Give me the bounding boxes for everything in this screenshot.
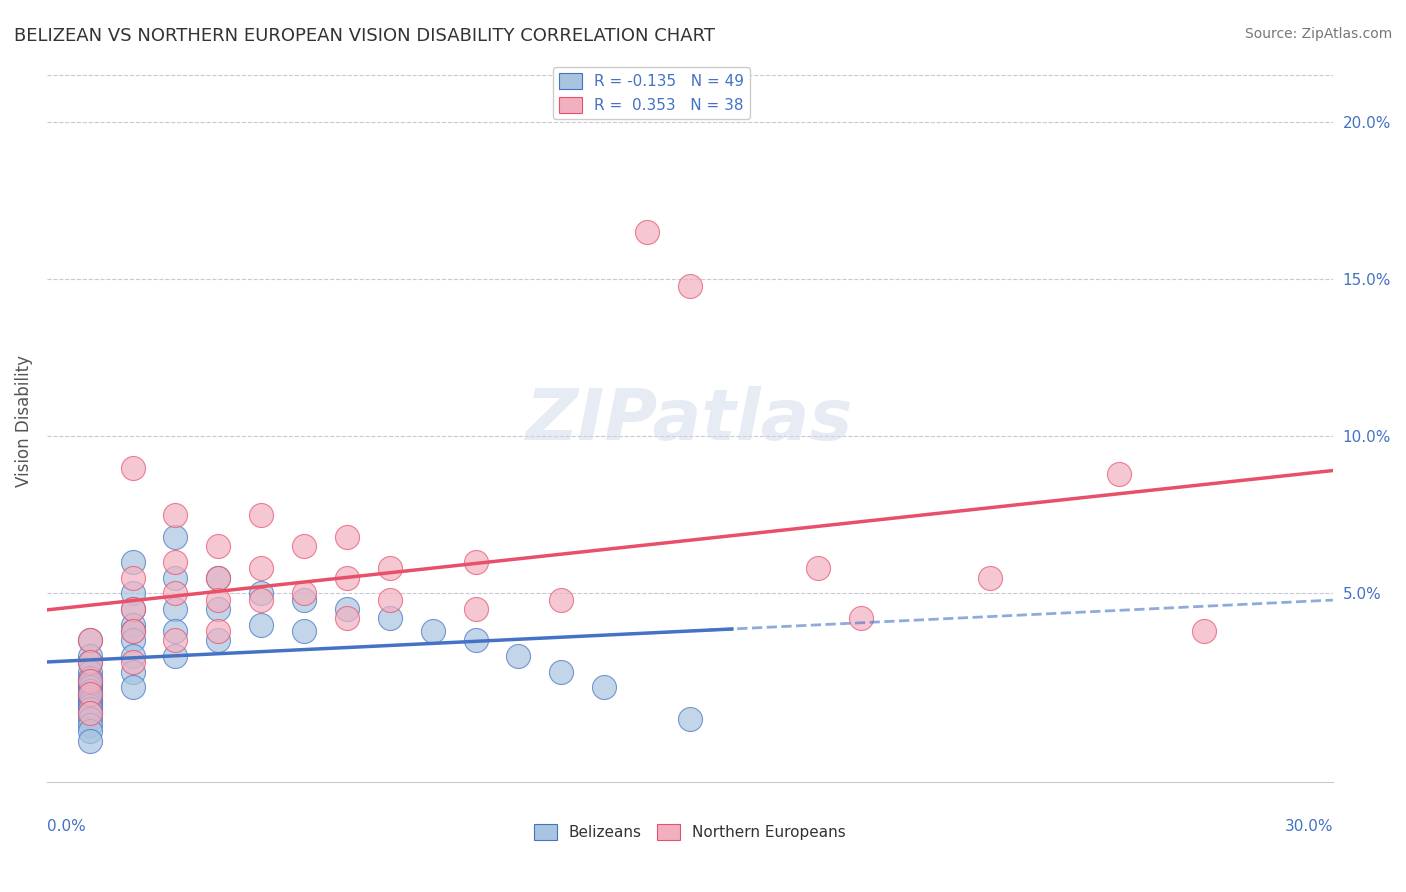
Y-axis label: Vision Disability: Vision Disability — [15, 355, 32, 486]
Point — [250, 592, 273, 607]
Point — [79, 674, 101, 689]
Point — [79, 690, 101, 704]
Point — [121, 655, 143, 669]
Point — [207, 539, 229, 553]
Point — [79, 674, 101, 689]
Point — [207, 592, 229, 607]
Point — [165, 508, 187, 522]
Point — [121, 665, 143, 679]
Point — [121, 555, 143, 569]
Text: BELIZEAN VS NORTHERN EUROPEAN VISION DISABILITY CORRELATION CHART: BELIZEAN VS NORTHERN EUROPEAN VISION DIS… — [14, 27, 716, 45]
Point — [422, 624, 444, 638]
Point — [851, 611, 873, 625]
Point — [207, 570, 229, 584]
Point — [79, 665, 101, 679]
Point — [550, 592, 572, 607]
Point — [1108, 467, 1130, 481]
Point — [336, 602, 359, 616]
Text: 0.0%: 0.0% — [46, 819, 86, 834]
Point — [336, 570, 359, 584]
Point — [336, 530, 359, 544]
Point — [79, 706, 101, 720]
Point — [979, 570, 1001, 584]
Point — [79, 633, 101, 648]
Point — [165, 570, 187, 584]
Point — [807, 561, 830, 575]
Point — [165, 648, 187, 663]
Point — [292, 586, 315, 600]
Point — [79, 733, 101, 747]
Point — [121, 681, 143, 695]
Point — [378, 592, 401, 607]
Point — [679, 712, 702, 726]
Point — [336, 611, 359, 625]
Point — [378, 611, 401, 625]
Point — [79, 655, 101, 669]
Point — [79, 706, 101, 720]
Point — [79, 655, 101, 669]
Point — [250, 508, 273, 522]
Point — [79, 683, 101, 698]
Point — [593, 681, 616, 695]
Point — [121, 460, 143, 475]
Point — [250, 617, 273, 632]
Point — [79, 687, 101, 701]
Point — [79, 699, 101, 714]
Point — [79, 671, 101, 685]
Point — [79, 718, 101, 732]
Point — [79, 681, 101, 695]
Point — [165, 555, 187, 569]
Point — [292, 592, 315, 607]
Point — [550, 665, 572, 679]
Point — [165, 586, 187, 600]
Point — [464, 633, 486, 648]
Point — [207, 633, 229, 648]
Point — [508, 648, 530, 663]
Point — [79, 648, 101, 663]
Point — [378, 561, 401, 575]
Text: ZIPatlas: ZIPatlas — [526, 386, 853, 455]
Point — [121, 617, 143, 632]
Point — [79, 724, 101, 739]
Point — [207, 570, 229, 584]
Point — [79, 696, 101, 710]
Point — [121, 570, 143, 584]
Point — [679, 278, 702, 293]
Legend: R = -0.135   N = 49, R =  0.353   N = 38: R = -0.135 N = 49, R = 0.353 N = 38 — [553, 67, 749, 119]
Point — [165, 633, 187, 648]
Point — [79, 702, 101, 716]
Point — [121, 624, 143, 638]
Text: Source: ZipAtlas.com: Source: ZipAtlas.com — [1244, 27, 1392, 41]
Point — [121, 602, 143, 616]
Point — [636, 225, 658, 239]
Point — [292, 624, 315, 638]
Point — [121, 586, 143, 600]
Point — [121, 602, 143, 616]
Point — [165, 602, 187, 616]
Point — [250, 561, 273, 575]
Point — [292, 539, 315, 553]
Point — [207, 624, 229, 638]
Point — [165, 530, 187, 544]
Point — [1194, 624, 1216, 638]
Point — [464, 555, 486, 569]
Point — [79, 712, 101, 726]
Text: 30.0%: 30.0% — [1285, 819, 1333, 834]
Point — [207, 602, 229, 616]
Point — [250, 586, 273, 600]
Point — [464, 602, 486, 616]
Point — [121, 624, 143, 638]
Point — [79, 677, 101, 691]
Point — [121, 648, 143, 663]
Point — [79, 687, 101, 701]
Point — [79, 633, 101, 648]
Point — [79, 693, 101, 707]
Point — [165, 624, 187, 638]
Point — [121, 633, 143, 648]
